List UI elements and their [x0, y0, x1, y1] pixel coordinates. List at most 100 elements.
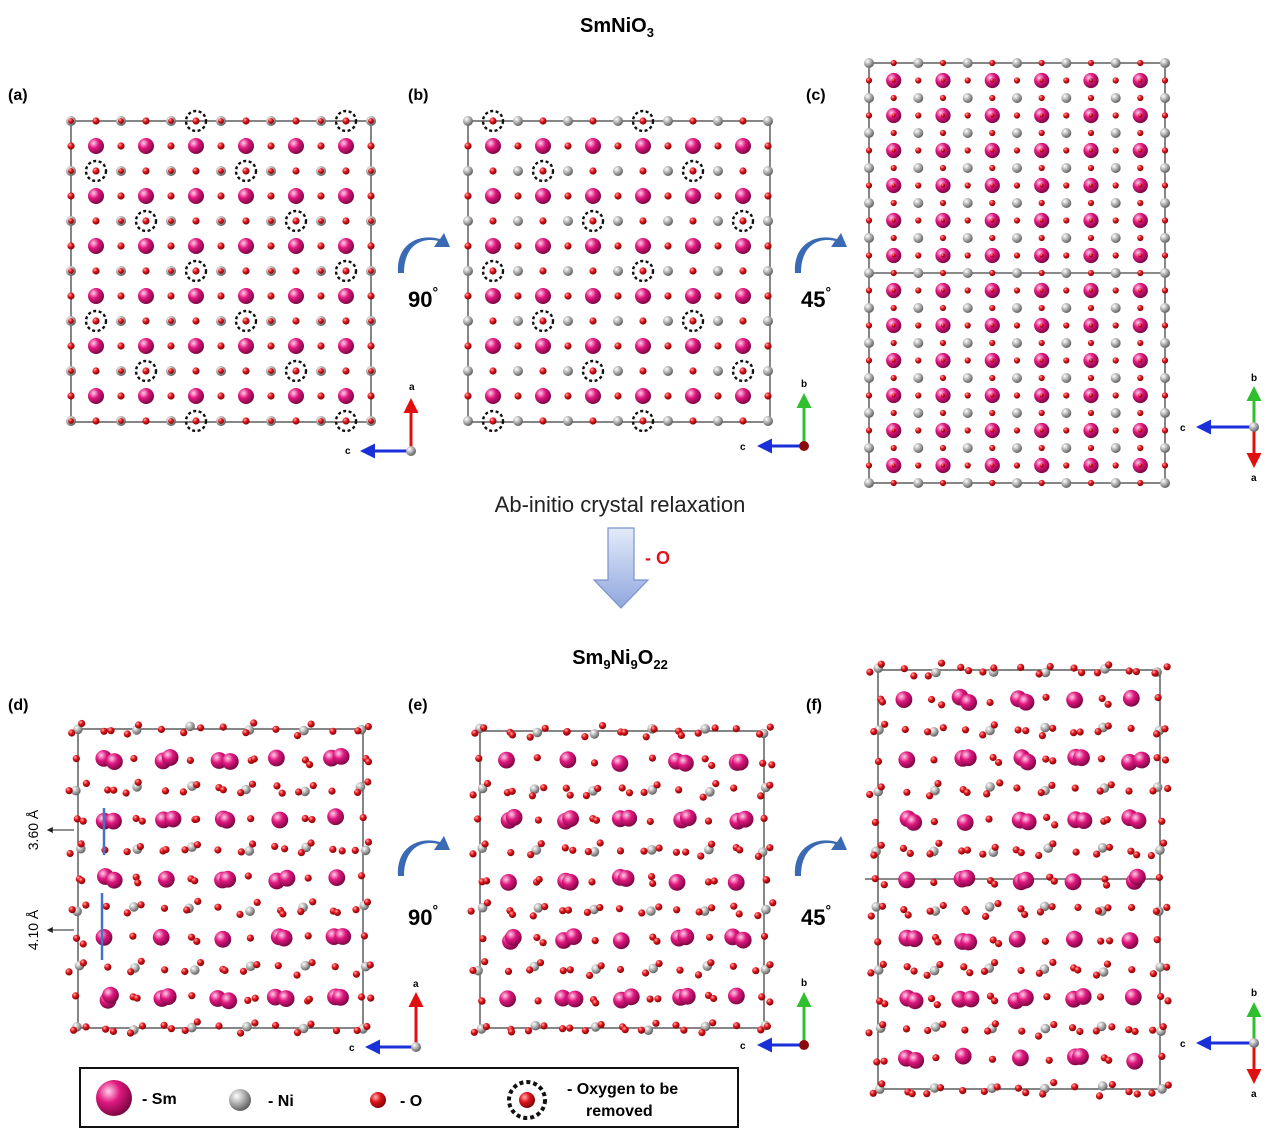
sm-atom — [685, 338, 701, 354]
o-atom — [980, 1087, 988, 1096]
ni-atom — [763, 166, 773, 176]
o-atom — [646, 995, 654, 1003]
o-atom — [292, 217, 300, 225]
ni-atom — [962, 233, 973, 243]
ni-atom — [643, 1025, 654, 1035]
sm-atom — [138, 188, 154, 204]
o-atom — [1163, 963, 1171, 971]
sm-atom — [102, 986, 119, 1004]
bond-marker-short: 3.60 Å — [25, 808, 106, 855]
ni-atom — [984, 902, 995, 912]
ni-atom — [190, 965, 200, 975]
o-atom — [167, 1025, 175, 1033]
o-atom — [464, 292, 472, 300]
o-atom — [941, 253, 945, 258]
ni-atom — [513, 366, 523, 376]
o-atom — [639, 167, 647, 175]
o-atom — [102, 902, 110, 910]
o-atom — [72, 992, 80, 1000]
o-atom — [597, 1021, 605, 1029]
o-atom — [133, 994, 141, 1002]
o-atom — [1103, 816, 1111, 824]
o-atom — [318, 168, 324, 174]
o-atom — [342, 267, 350, 275]
o-atom — [989, 339, 996, 347]
o-atom — [123, 909, 131, 917]
o-atom — [642, 733, 650, 741]
o-atom — [964, 392, 971, 399]
o-atom — [514, 342, 522, 350]
ni-atom — [713, 166, 723, 176]
o-atom — [307, 1020, 315, 1028]
o-atom — [939, 59, 947, 67]
o-atom — [1050, 1021, 1058, 1029]
o-atom — [118, 368, 124, 374]
sm-atom — [188, 388, 204, 404]
o-atom — [915, 112, 922, 119]
o-atom — [251, 994, 259, 1002]
o-atom — [979, 850, 987, 858]
ni-atom — [962, 163, 973, 173]
o-atom — [1151, 669, 1159, 677]
o-atom — [891, 253, 896, 258]
o-atom — [142, 417, 150, 425]
o-atom — [915, 77, 922, 84]
o-atom — [526, 733, 534, 741]
ni-atom — [563, 416, 573, 426]
o-atom — [193, 1018, 201, 1026]
o-atom — [192, 367, 200, 375]
o-atom — [100, 727, 108, 735]
bond-marker-long: 4.10 Å — [25, 893, 104, 960]
o-atom — [489, 417, 497, 425]
ni-atom — [1155, 962, 1165, 972]
o-atom — [237, 1029, 245, 1037]
o-atom — [901, 725, 909, 734]
o-atom — [191, 877, 199, 885]
o-atom — [180, 729, 188, 737]
o-atom — [964, 252, 971, 259]
ni-atom — [1160, 198, 1170, 208]
o-atom — [877, 841, 885, 849]
o-atom — [368, 268, 374, 274]
o-atom — [1161, 427, 1169, 434]
ni-atom — [71, 785, 81, 796]
o-atom — [342, 417, 350, 425]
o-atom — [214, 846, 222, 854]
ni-atom — [1160, 93, 1170, 103]
ni-atom — [1012, 443, 1022, 453]
vacancy-marker — [234, 159, 258, 183]
o-atom — [655, 844, 663, 852]
o-atom — [990, 78, 995, 83]
ni-atom — [985, 725, 995, 736]
o-atom — [102, 1025, 110, 1033]
ni-atom — [962, 478, 973, 488]
o-atom — [989, 234, 996, 242]
o-atom — [218, 418, 224, 424]
ni-atom — [913, 478, 924, 488]
o-atom — [118, 318, 124, 324]
o-atom — [1128, 903, 1136, 912]
o-atom — [865, 427, 873, 434]
rotation-label-ab: 90° — [408, 284, 438, 312]
o-atom — [1137, 164, 1144, 172]
o-atom — [1089, 218, 1093, 223]
o-atom — [904, 911, 912, 919]
o-atom — [1013, 357, 1021, 364]
o-atom — [963, 788, 971, 797]
o-atom — [267, 192, 275, 200]
o-atom — [1078, 669, 1086, 677]
sm-atom — [535, 288, 551, 304]
o-atom — [278, 789, 286, 797]
o-atom — [939, 409, 947, 417]
sm-atom — [288, 238, 304, 254]
o-atom — [534, 997, 542, 1005]
o-atom — [664, 292, 672, 300]
o-atom — [989, 269, 996, 277]
sm-atom — [585, 288, 601, 304]
o-atom — [614, 392, 622, 400]
o-atom — [939, 901, 947, 910]
o-atom — [167, 242, 175, 250]
o-atom — [1112, 252, 1119, 259]
ni-atom — [913, 58, 924, 68]
o-atom — [268, 418, 274, 424]
